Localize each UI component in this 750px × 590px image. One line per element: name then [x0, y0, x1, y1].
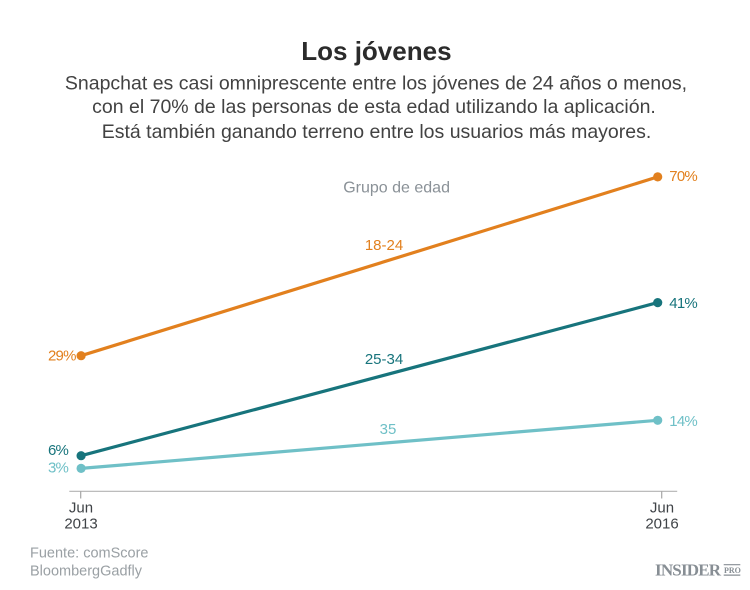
svg-text:Jun: Jun	[69, 500, 93, 517]
svg-text:Snapchat es casi omniprescente: Snapchat es casi omniprescente entre los…	[65, 73, 687, 95]
svg-text:6%: 6%	[48, 442, 69, 459]
svg-text:INSIDER: INSIDER	[655, 561, 722, 580]
svg-text:Los jóvenes: Los jóvenes	[301, 36, 451, 66]
svg-text:Fuente: comScore: Fuente: comScore	[30, 546, 148, 562]
svg-text:41%: 41%	[669, 295, 697, 312]
svg-text:BloombergGadfly: BloombergGadfly	[30, 564, 143, 580]
svg-text:PRO: PRO	[724, 566, 741, 575]
svg-text:Está también ganando terreno e: Está también ganando terreno entre los u…	[102, 121, 652, 143]
svg-text:2016: 2016	[645, 516, 678, 533]
svg-text:70%: 70%	[669, 168, 697, 185]
svg-text:35: 35	[380, 421, 397, 438]
svg-text:2013: 2013	[64, 516, 97, 533]
svg-text:con el 70% de las personas de: con el 70% de las personas de esta edad …	[92, 96, 656, 118]
svg-text:29%: 29%	[48, 348, 76, 365]
svg-text:3%: 3%	[48, 460, 69, 477]
svg-text:18-24: 18-24	[365, 237, 403, 254]
svg-text:Jun: Jun	[650, 500, 674, 517]
svg-text:Grupo de edad: Grupo de edad	[343, 180, 450, 197]
svg-text:14%: 14%	[669, 413, 697, 430]
svg-text:25-34: 25-34	[365, 351, 403, 368]
